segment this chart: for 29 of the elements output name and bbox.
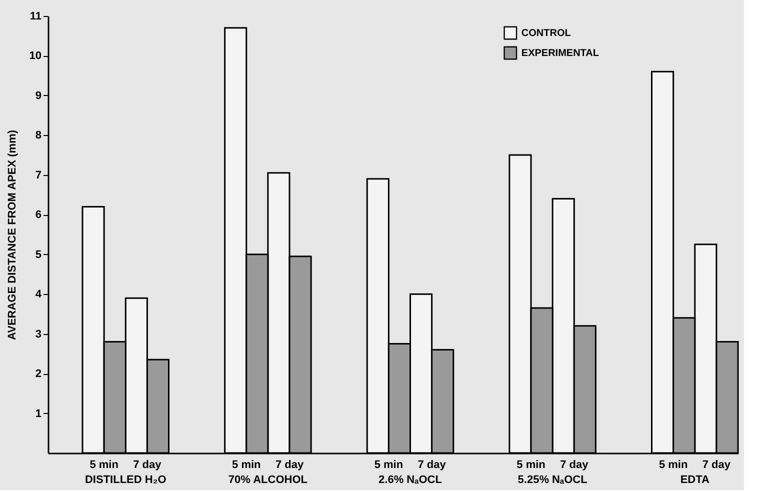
x-tick-label: 7 day: [275, 459, 304, 471]
x-tick-label: 5 min: [374, 459, 404, 471]
x-tick-label: 5 min: [658, 459, 688, 471]
text: 5.25% NₐOCL: [518, 474, 588, 486]
x-tick-label: 7 day: [702, 459, 732, 471]
y-tick-label: 11: [30, 10, 42, 22]
legend-label: EXPERIMENTAL: [521, 48, 600, 59]
y-tick-label: 7: [35, 169, 42, 182]
text: 70% ALCOHOL: [228, 474, 308, 486]
x-tick-label: 5 min: [516, 459, 546, 471]
y-axis-title: AVERAGE DISTANCE FROM APEX (mm): [6, 130, 18, 340]
x-tick-label: 7 day: [418, 459, 447, 471]
x-tick-label: 5 min: [90, 459, 119, 471]
text: EDTA: [680, 474, 710, 486]
text: DISTILLED H₂O: [84, 474, 167, 486]
y-tick-label: 4: [35, 288, 42, 301]
y-tick-label: 3: [35, 328, 42, 340]
x-tick-label: 7 day: [133, 459, 162, 471]
legend-label: CONTROL: [521, 28, 571, 39]
y-tick-label: 8: [35, 130, 42, 142]
y-tick-label: 2: [35, 368, 42, 380]
text: 2.6% NₐOCL: [378, 474, 442, 486]
x-tick-label: 7 day: [560, 459, 590, 471]
x-tick-label: 5 min: [232, 459, 262, 471]
y-tick-label: 1: [35, 408, 42, 420]
y-tick-label: 9: [35, 90, 42, 102]
y-tick-label: 6: [35, 209, 42, 222]
y-tick-label: 5: [35, 248, 42, 261]
y-tick-label: 10: [29, 50, 42, 62]
